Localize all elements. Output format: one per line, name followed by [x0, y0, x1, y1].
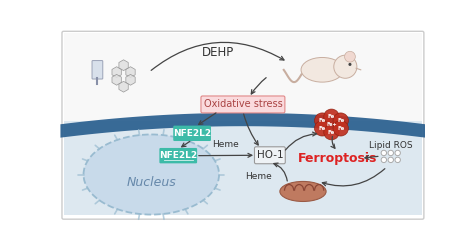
- FancyBboxPatch shape: [255, 147, 285, 164]
- Text: Fe: Fe: [319, 126, 326, 131]
- Text: Fe: Fe: [337, 118, 344, 123]
- Text: NFE2L2: NFE2L2: [159, 151, 197, 160]
- Circle shape: [395, 150, 401, 156]
- Circle shape: [381, 150, 386, 156]
- FancyBboxPatch shape: [62, 31, 424, 219]
- Circle shape: [395, 157, 401, 163]
- FancyBboxPatch shape: [173, 126, 211, 141]
- Ellipse shape: [301, 58, 343, 82]
- Text: Fe: Fe: [319, 118, 326, 123]
- Circle shape: [315, 121, 330, 136]
- Text: Ferroptosis: Ferroptosis: [298, 152, 377, 165]
- Ellipse shape: [83, 134, 219, 215]
- Circle shape: [388, 157, 393, 163]
- Bar: [64, 33, 422, 122]
- Circle shape: [324, 124, 339, 140]
- Polygon shape: [61, 113, 425, 138]
- Circle shape: [333, 113, 348, 128]
- Text: Fe: Fe: [328, 114, 335, 119]
- Ellipse shape: [280, 182, 326, 201]
- Text: Heme: Heme: [213, 141, 239, 150]
- Text: Oxidative stress: Oxidative stress: [203, 99, 283, 109]
- Text: Fe+: Fe+: [326, 122, 337, 127]
- Circle shape: [345, 51, 356, 62]
- FancyBboxPatch shape: [201, 96, 285, 113]
- Text: HO-1: HO-1: [256, 150, 283, 160]
- Text: Heme: Heme: [245, 172, 272, 181]
- Circle shape: [348, 63, 352, 66]
- Circle shape: [324, 109, 339, 124]
- Text: Lipid ROS: Lipid ROS: [369, 141, 412, 150]
- Circle shape: [315, 113, 330, 128]
- FancyBboxPatch shape: [92, 61, 103, 79]
- FancyArrowPatch shape: [151, 42, 284, 70]
- Text: Fe: Fe: [328, 130, 335, 135]
- Text: NFE2L2: NFE2L2: [173, 129, 211, 138]
- FancyBboxPatch shape: [159, 148, 197, 163]
- Text: Fe: Fe: [337, 126, 344, 131]
- Text: Nucleus: Nucleus: [127, 176, 176, 189]
- Circle shape: [334, 55, 357, 78]
- Text: DEHP: DEHP: [202, 46, 235, 59]
- Circle shape: [388, 150, 393, 156]
- Circle shape: [333, 121, 348, 136]
- Bar: [64, 122, 422, 215]
- Circle shape: [381, 157, 386, 163]
